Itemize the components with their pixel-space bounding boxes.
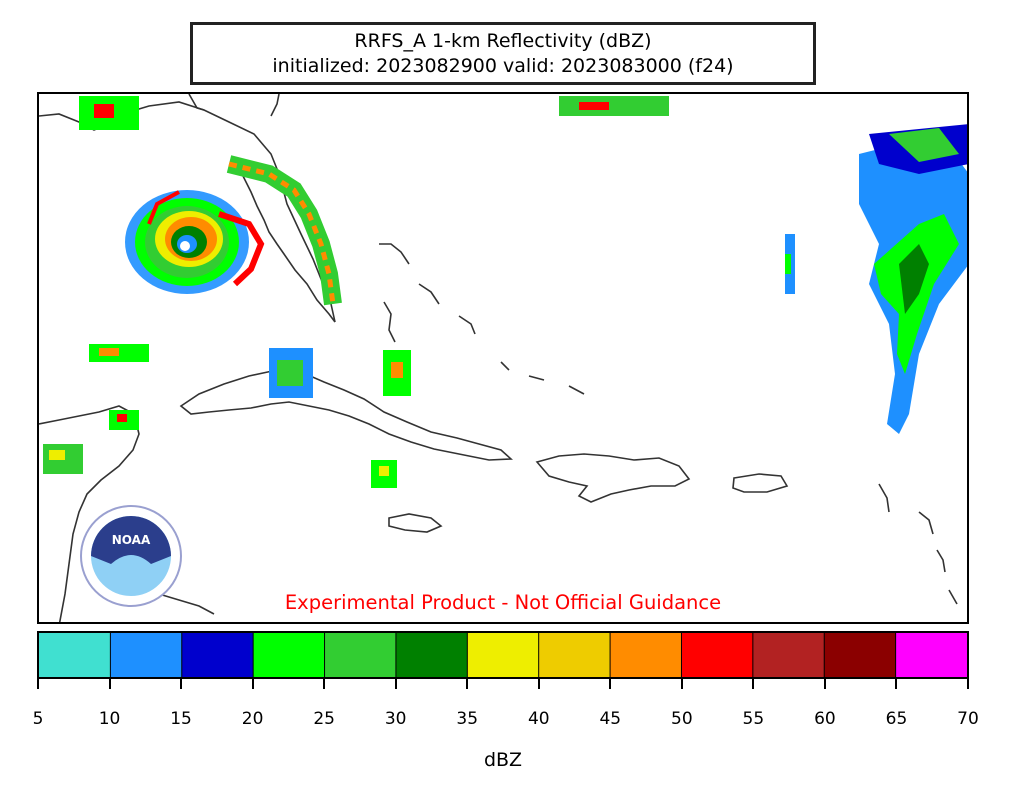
colorbar-tick-label: 5 xyxy=(32,709,44,729)
map-canvas: NOAA xyxy=(39,94,967,622)
colorbar xyxy=(37,631,969,679)
colorbar-tick xyxy=(37,679,39,689)
colorbar-tick xyxy=(823,679,826,689)
reflectivity-map: NOAA Experimental Product - Not Official… xyxy=(37,92,969,624)
colorbar-tick xyxy=(251,679,254,689)
noaa-logo-text: NOAA xyxy=(112,533,151,547)
noaa-logo: NOAA xyxy=(80,505,182,607)
disclaimer-text: Experimental Product - Not Official Guid… xyxy=(284,591,722,614)
colorbar-tick-label: 70 xyxy=(957,709,979,729)
colorbar-tick-label: 15 xyxy=(170,709,192,729)
chart-subtitle: initialized: 2023082900 valid: 202308300… xyxy=(272,55,734,77)
colorbar-swatch xyxy=(895,633,968,677)
colorbar-tick-label: 35 xyxy=(456,709,479,729)
colorbar-swatch xyxy=(181,633,254,677)
colorbar-tick xyxy=(323,679,326,689)
colorbar-swatch xyxy=(681,633,754,677)
colorbar-swatch xyxy=(538,633,611,677)
colorbar-tick-label: 30 xyxy=(384,709,407,729)
storm-echoes xyxy=(43,96,967,488)
colorbar-swatch xyxy=(610,633,682,677)
colorbar-swatch xyxy=(752,633,825,677)
colorbar-tick-label: 60 xyxy=(814,709,836,729)
colorbar-tick-label: 25 xyxy=(313,709,335,729)
colorbar-tick xyxy=(394,679,397,689)
colorbar-tick-label: 40 xyxy=(527,709,550,729)
colorbar-swatches xyxy=(39,633,968,677)
colorbar-swatch xyxy=(253,633,326,677)
colorbar-tick-label: 50 xyxy=(671,709,693,729)
colorbar-tick xyxy=(466,679,469,689)
colorbar-tick xyxy=(680,679,683,689)
colorbar-swatch xyxy=(395,633,468,677)
title-box: RRFS_A 1-km Reflectivity (dBZ) initializ… xyxy=(190,22,816,85)
colorbar-swatch xyxy=(324,633,397,677)
colorbar-tick-label: 10 xyxy=(98,709,121,729)
colorbar-tick xyxy=(108,679,111,689)
colorbar-swatch xyxy=(39,633,111,677)
colorbar-tick xyxy=(967,679,969,689)
colorbar-tick xyxy=(180,679,183,689)
colorbar-tick xyxy=(609,679,612,689)
colorbar-tick-label: 65 xyxy=(885,709,908,729)
colorbar-tick xyxy=(895,679,898,689)
colorbar-swatch xyxy=(467,633,540,677)
chart-title: RRFS_A 1-km Reflectivity (dBZ) xyxy=(354,30,652,52)
colorbar-tick-label: 20 xyxy=(241,709,264,729)
colorbar-swatch xyxy=(110,633,183,677)
colorbar-tick-label: 45 xyxy=(599,709,622,729)
colorbar-label: dBZ xyxy=(483,749,523,771)
colorbar-swatch xyxy=(824,633,897,677)
colorbar-tick xyxy=(752,679,755,689)
colorbar-tick-label: 55 xyxy=(742,709,765,729)
colorbar-tick xyxy=(537,679,540,689)
